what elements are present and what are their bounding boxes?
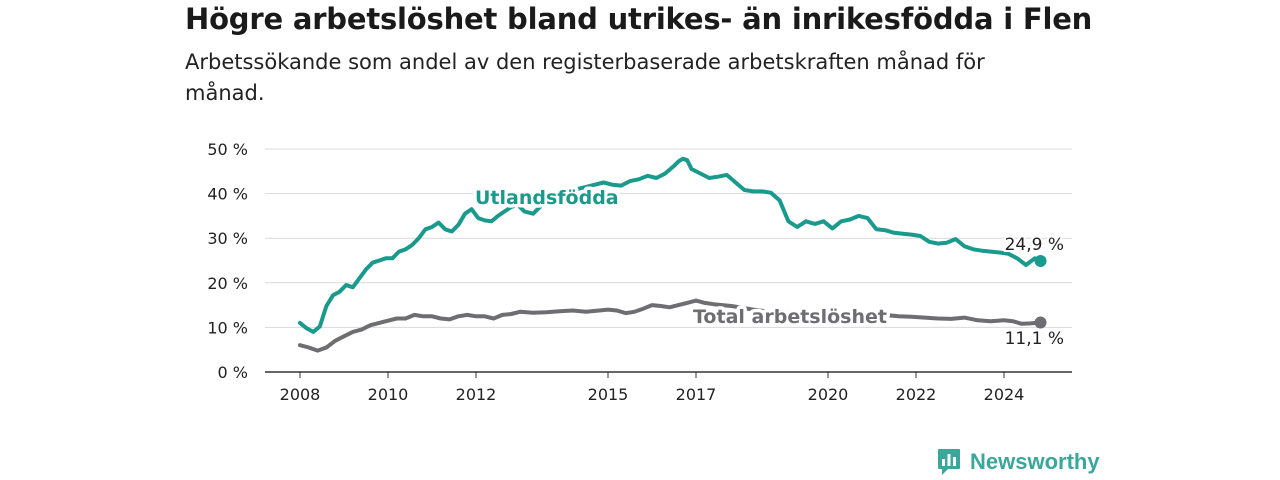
end-value-label: 11,1 %	[1005, 329, 1064, 349]
x-tick-label: 2008	[280, 385, 321, 404]
y-tick-label: 20 %	[207, 274, 248, 293]
end-value-label: 24,9 %	[1005, 235, 1064, 255]
series-label: Utlandsfödda	[475, 187, 619, 209]
y-tick-label: 0 %	[218, 363, 248, 382]
logo-text: Newsworthy	[970, 449, 1100, 474]
newsworthy-logo-icon	[938, 449, 960, 475]
x-tick-label: 2010	[368, 385, 409, 404]
series-line-utlandsfodda	[298, 156, 1043, 334]
x-tick-label: 2022	[896, 385, 937, 404]
x-tick-label: 2020	[808, 385, 849, 404]
y-tick-label: 50 %	[207, 140, 248, 159]
newsworthy-logo[interactable]: Newsworthy	[937, 448, 1100, 476]
y-tick-label: 30 %	[207, 229, 248, 248]
x-tick-label: 2012	[456, 385, 497, 404]
series-end-point	[1034, 316, 1047, 329]
chart-subtitle: Arbetssökande som andel av den registerb…	[185, 50, 985, 105]
y-tick-label: 40 %	[207, 185, 248, 204]
chart-title: Högre arbetslöshet bland utrikes- än inr…	[185, 2, 1093, 36]
x-tick-label: 2015	[588, 385, 629, 404]
series-end-point	[1034, 254, 1047, 267]
y-tick-label: 10 %	[207, 318, 248, 337]
series-label: Total arbetslöshet	[693, 306, 887, 328]
x-tick-label: 2017	[676, 385, 717, 404]
x-tick-label: 2024	[984, 385, 1025, 404]
series-line-total-arbetsloshet	[298, 298, 1043, 353]
